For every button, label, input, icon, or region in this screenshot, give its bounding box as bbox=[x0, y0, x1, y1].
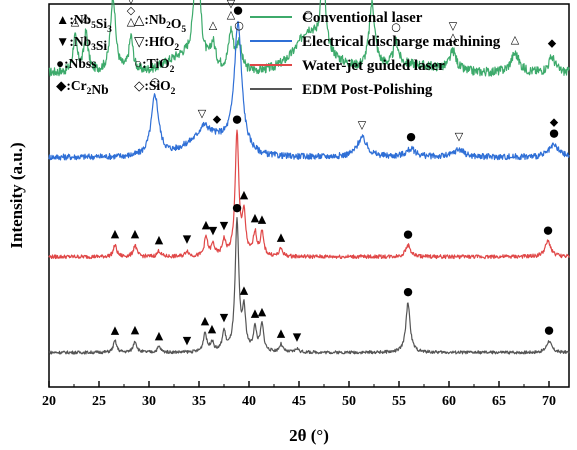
peak-marker: ▲ bbox=[277, 230, 286, 243]
peak-marker: ▲ bbox=[258, 305, 267, 318]
peak-marker: ▲ bbox=[240, 188, 249, 201]
peak-marker: ▽ bbox=[455, 130, 464, 143]
peak-marker: △ bbox=[127, 15, 136, 28]
peak-marker: ▼ bbox=[183, 232, 192, 245]
peak-marker: ◆ bbox=[550, 116, 559, 129]
peak-marker: ▲ bbox=[155, 329, 164, 342]
peak-marker: ▼ bbox=[220, 311, 229, 324]
peak-marker: ▽ bbox=[227, 0, 236, 10]
series-line-2 bbox=[48, 20, 570, 161]
peak-marker: ◇ bbox=[127, 4, 136, 17]
x-tick-label: 20 bbox=[42, 394, 56, 409]
series-line-3 bbox=[48, 129, 570, 260]
x-tick-label: 45 bbox=[292, 394, 306, 409]
peak-marker: ▲ bbox=[277, 326, 286, 339]
x-axis-label: 2θ (°) bbox=[289, 426, 329, 445]
phase-key-entry: △:Nb2O5 bbox=[134, 12, 186, 35]
peak-marker: ○ bbox=[303, 8, 313, 21]
peak-marker: ● bbox=[232, 201, 242, 214]
x-tick-label: 65 bbox=[492, 394, 506, 409]
peak-marker: ▲ bbox=[131, 323, 140, 336]
phase-key-entry: ○:TiO2 bbox=[134, 56, 175, 75]
peak-marker: ▲ bbox=[202, 218, 211, 231]
peak-marker: ▲ bbox=[131, 227, 140, 240]
phase-key-entry: ▽:HfO2 bbox=[134, 34, 179, 53]
peak-marker: ▲ bbox=[251, 211, 260, 224]
peak-marker: ▲ bbox=[208, 322, 217, 335]
phase-key: ▲:Nb5Si3 △:Nb2O5 ▼:Nb3Si ▽:HfO2 ●:Nbss ○:TiO2… bbox=[56, 12, 186, 97]
peak-marker: ○ bbox=[234, 19, 244, 32]
peak-marker: ○ bbox=[150, 76, 160, 89]
peak-marker: △ bbox=[511, 33, 520, 46]
peak-marker: ● bbox=[403, 227, 413, 240]
peak-marker: ▽ bbox=[358, 119, 367, 132]
peak-marker: ▲ bbox=[201, 314, 210, 327]
peak-marker: ● bbox=[544, 323, 554, 336]
legend-label: EDM Post-Polishing bbox=[302, 82, 433, 98]
x-tick-label: 60 bbox=[442, 394, 456, 409]
peak-marker: ▼ bbox=[293, 331, 302, 344]
series-layer bbox=[48, 0, 570, 355]
peak-marker: ● bbox=[232, 112, 242, 125]
legend-label: Conventional laser bbox=[302, 10, 423, 26]
peak-marker: ▲ bbox=[111, 227, 120, 240]
x-tick-label: 35 bbox=[192, 394, 206, 409]
legend: Conventional laser Electrical discharge m… bbox=[250, 10, 501, 98]
phase-key-entry: ◇:SiO2 bbox=[134, 78, 176, 97]
phase-key-entry: ▲:Nb5Si3 bbox=[56, 12, 112, 35]
peak-marker: ▲ bbox=[155, 233, 164, 246]
peak-marker: ● bbox=[406, 130, 416, 143]
plot-area bbox=[48, 3, 570, 388]
peak-marker: ▼ bbox=[220, 219, 229, 232]
series-line-4 bbox=[48, 216, 570, 355]
y-axis-label: Intensity (a.u.) bbox=[7, 142, 26, 248]
peak-marker: ● bbox=[403, 285, 413, 298]
peak-marker: ▲ bbox=[111, 323, 120, 336]
x-tick-label: 50 bbox=[342, 394, 356, 409]
peak-marker: △ bbox=[71, 15, 80, 28]
peak-marker: ○ bbox=[391, 20, 401, 33]
phase-key-entry: ●:Nbss bbox=[56, 56, 96, 71]
peak-marker: ▲ bbox=[240, 284, 249, 297]
phase-key-entry: ◆:Cr2Nb bbox=[56, 78, 109, 97]
peak-marker: ● bbox=[549, 127, 559, 140]
peak-annotations: △△◇△◇▽○△△▽○○△◇△○△▽△◆○▽◆●▽●▽●◆▲▲▲▼▲▼▼●▲▲▲… bbox=[71, 0, 559, 347]
peak-marker: △ bbox=[82, 11, 91, 24]
x-tick-label: 30 bbox=[142, 394, 156, 409]
peak-marker: △ bbox=[209, 19, 218, 32]
peak-marker: ▽ bbox=[127, 0, 136, 6]
peak-marker: ▽ bbox=[198, 107, 207, 120]
plot-frame bbox=[48, 3, 570, 388]
peak-marker: △ bbox=[227, 8, 236, 21]
x-axis: 20 25 30 35 40 45 50 55 60 65 70 bbox=[42, 381, 556, 409]
peak-marker: ▲ bbox=[251, 307, 260, 320]
peak-marker: ◆ bbox=[548, 37, 557, 50]
legend-label: Electrical discharge machining bbox=[302, 34, 501, 50]
x-tick-label: 70 bbox=[542, 394, 556, 409]
peak-marker: ◆ bbox=[213, 112, 222, 125]
peak-marker: △ bbox=[449, 30, 458, 43]
phase-key-entry: ▼:Nb3Si bbox=[56, 34, 107, 53]
peak-marker: ▲ bbox=[258, 213, 267, 226]
series-line-1 bbox=[48, 0, 570, 77]
peak-marker: ▽ bbox=[449, 19, 458, 32]
x-tick-label: 40 bbox=[242, 394, 256, 409]
peak-marker: ▼ bbox=[183, 334, 192, 347]
peak-marker: ▼ bbox=[209, 224, 218, 237]
x-tick-label: 25 bbox=[92, 394, 106, 409]
peak-marker: ● bbox=[543, 224, 553, 237]
legend-label: Water-jet guided laser bbox=[302, 58, 445, 74]
peak-marker: ● bbox=[233, 4, 243, 17]
x-tick-label: 55 bbox=[392, 394, 406, 409]
